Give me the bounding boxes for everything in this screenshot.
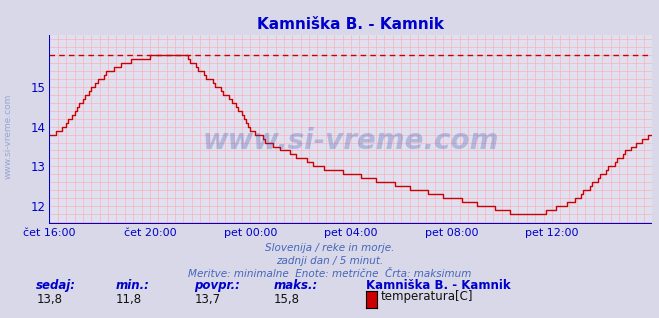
Text: www.si-vreme.com: www.si-vreme.com bbox=[203, 127, 499, 155]
Text: 15,8: 15,8 bbox=[273, 293, 299, 306]
Text: www.si-vreme.com: www.si-vreme.com bbox=[4, 94, 13, 179]
Text: 11,8: 11,8 bbox=[115, 293, 142, 306]
Text: temperatura[C]: temperatura[C] bbox=[380, 290, 473, 303]
Text: Meritve: minimalne  Enote: metrične  Črta: maksimum: Meritve: minimalne Enote: metrične Črta:… bbox=[188, 269, 471, 279]
Text: 13,7: 13,7 bbox=[194, 293, 221, 306]
Text: min.:: min.: bbox=[115, 279, 149, 292]
Title: Kamniška B. - Kamnik: Kamniška B. - Kamnik bbox=[258, 17, 444, 32]
Text: sedaj:: sedaj: bbox=[36, 279, 76, 292]
Text: povpr.:: povpr.: bbox=[194, 279, 241, 292]
Text: zadnji dan / 5 minut.: zadnji dan / 5 minut. bbox=[276, 256, 383, 266]
Text: Slovenija / reke in morje.: Slovenija / reke in morje. bbox=[265, 243, 394, 253]
Text: Kamniška B. - Kamnik: Kamniška B. - Kamnik bbox=[366, 279, 510, 292]
Text: maks.:: maks.: bbox=[273, 279, 318, 292]
Text: 13,8: 13,8 bbox=[36, 293, 62, 306]
